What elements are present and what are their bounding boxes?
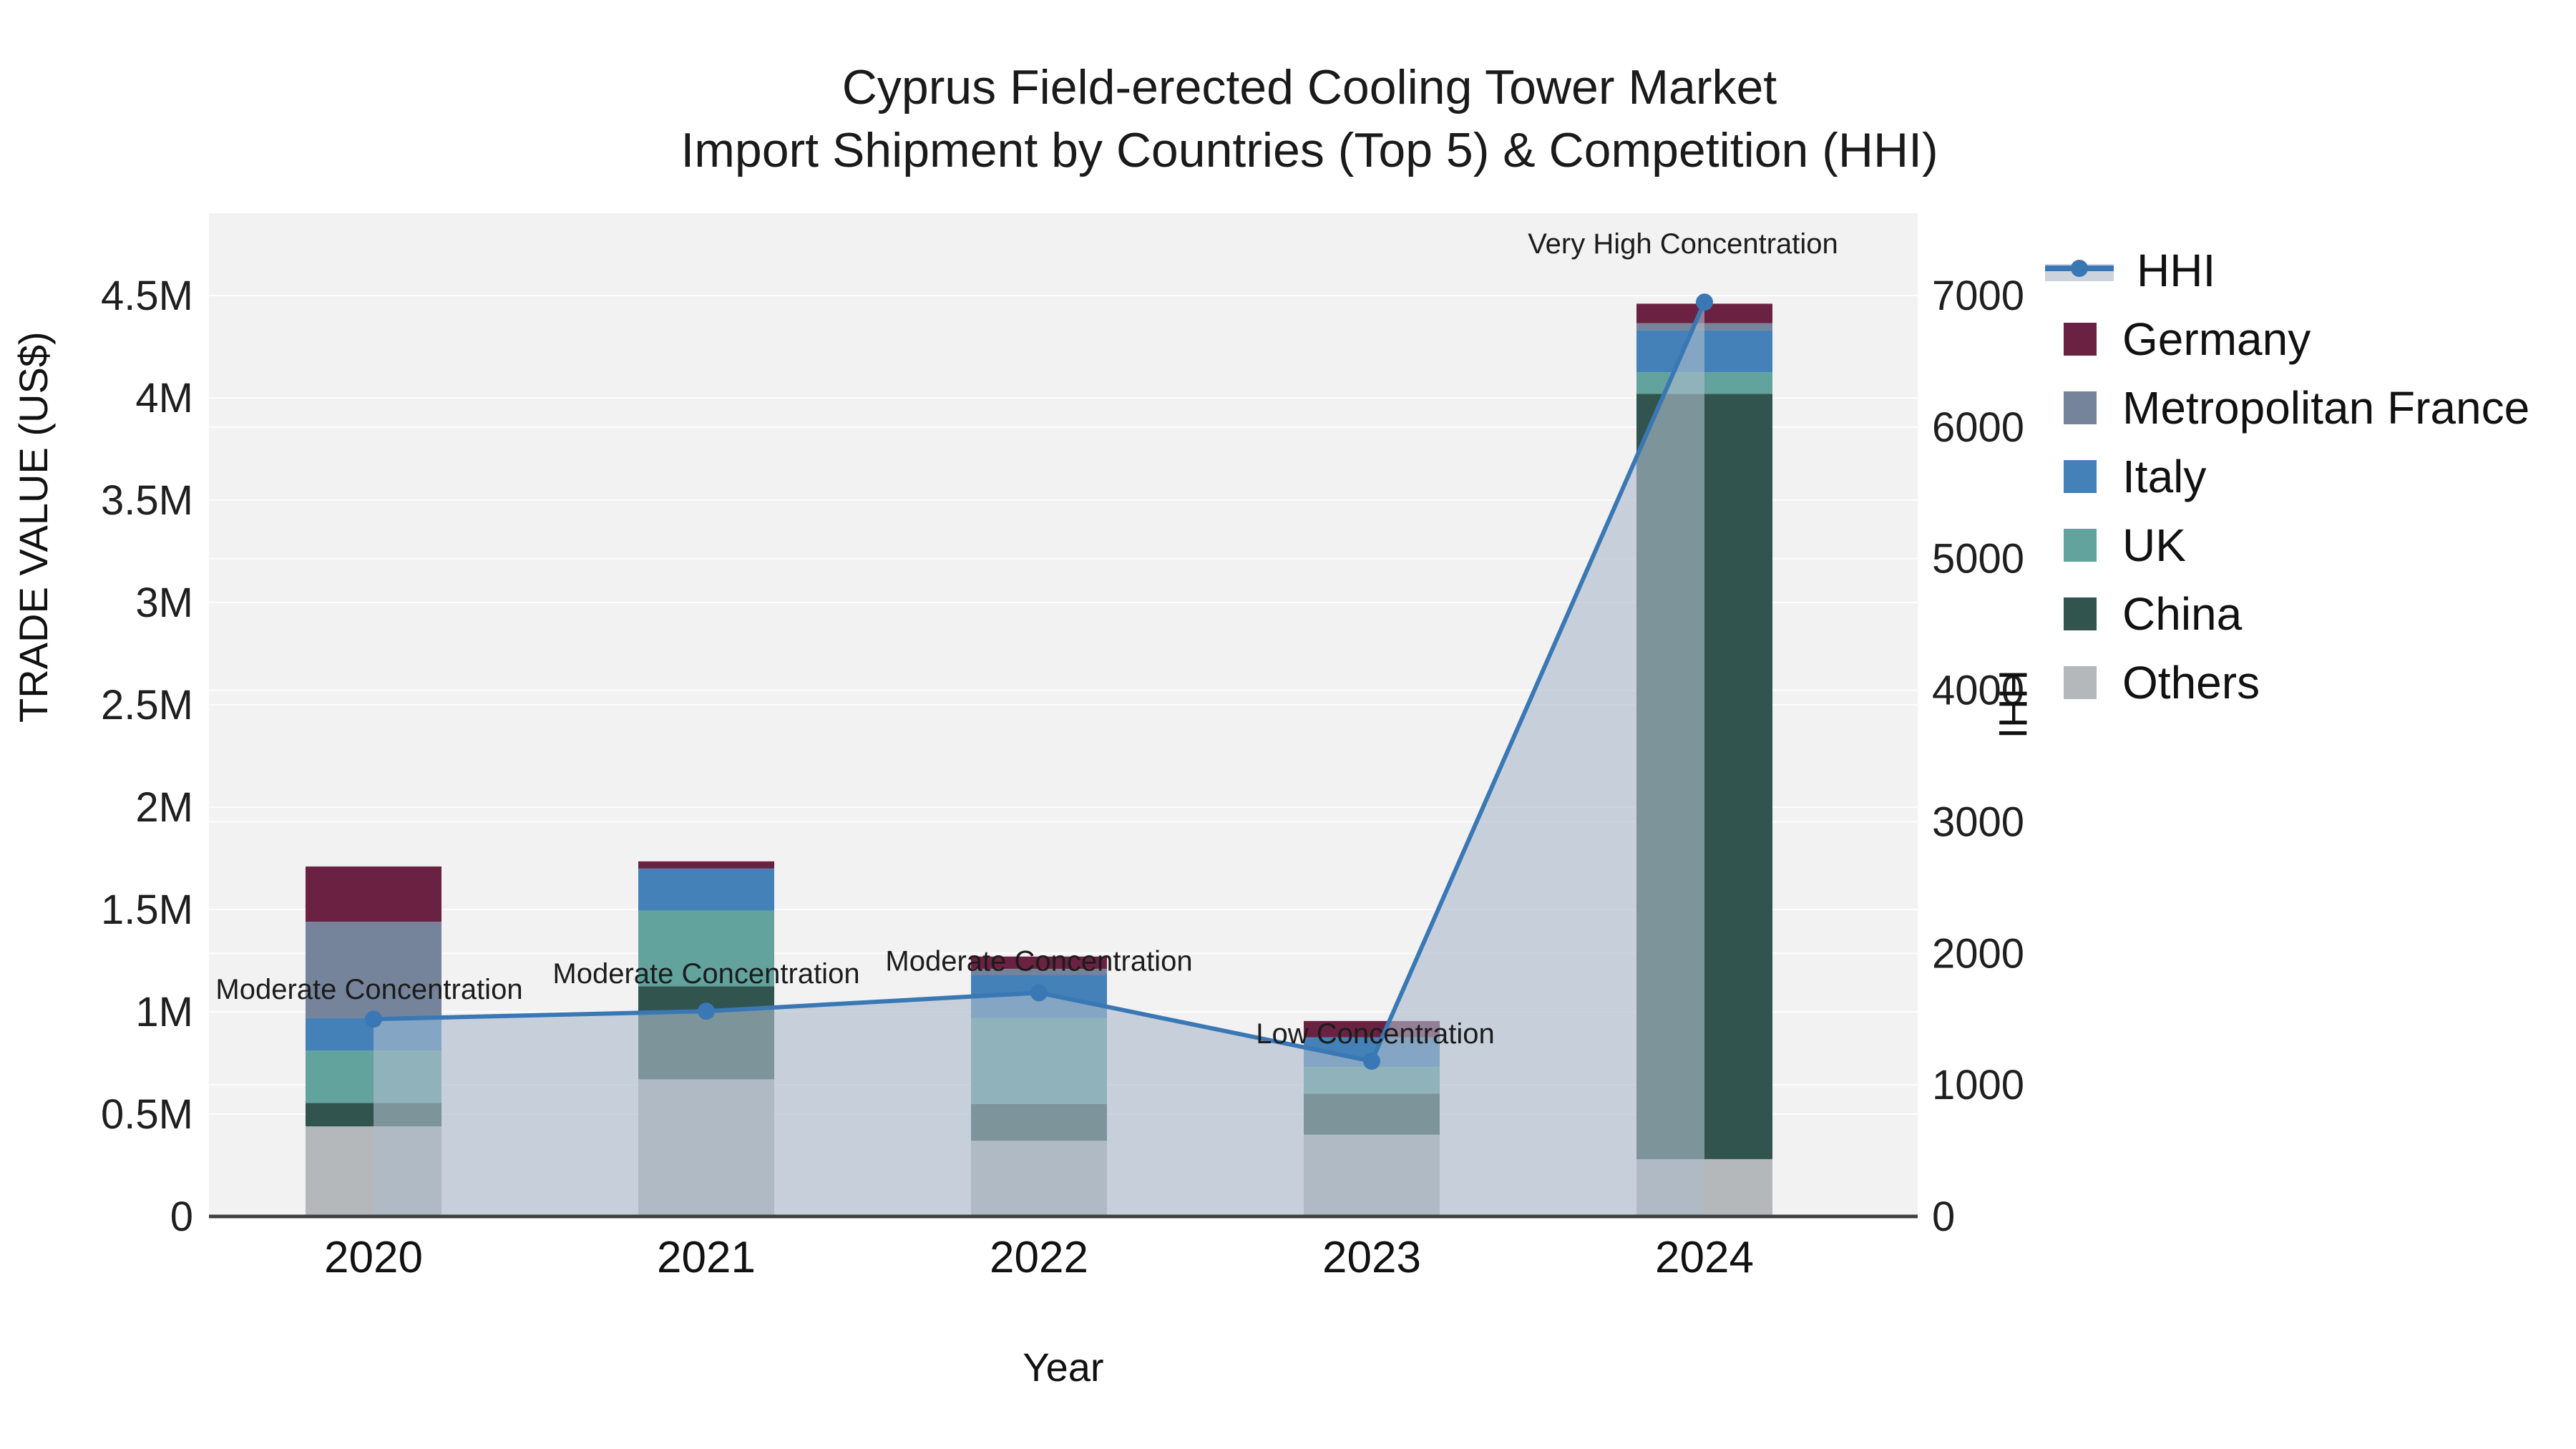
chart-title: Cyprus Field-erected Cooling Tower Marke… <box>43 56 2576 182</box>
legend-item-china[interactable]: China <box>2045 580 2567 648</box>
y-right-tick-label: 6000 <box>1932 404 2024 451</box>
y-left-tick-label: 0 <box>170 1194 193 1240</box>
hhi-marker-2024[interactable] <box>1696 293 1713 311</box>
hhi-marker-2023[interactable] <box>1363 1053 1380 1070</box>
y-left-tick-label: 1.5M <box>101 887 193 933</box>
legend-item-uk[interactable]: UK <box>2045 511 2567 580</box>
legend-item-others[interactable]: Others <box>2045 648 2567 717</box>
hhi-marker-2022[interactable] <box>1030 984 1048 1002</box>
legend-swatch-icon <box>2064 666 2097 699</box>
annotation-2023: Low Concentration <box>1256 1018 1495 1050</box>
y-right-tick-label: 1000 <box>1932 1062 2024 1108</box>
hhi-marker-2021[interactable] <box>698 1002 715 1020</box>
legend-item-hhi[interactable]: HHI <box>2045 236 2567 305</box>
legend-swatch-icon <box>2064 391 2097 424</box>
bar-segment-uk-2021[interactable] <box>638 910 774 987</box>
legend-label: Germany <box>2122 313 2311 365</box>
y-left-tick-label: 2M <box>135 784 193 831</box>
bar-segment-italy-2021[interactable] <box>638 868 774 911</box>
annotation-2024: Very High Concentration <box>1528 228 1838 260</box>
x-tick-label-2024: 2024 <box>1655 1233 1754 1282</box>
legend-label: HHI <box>2137 245 2216 296</box>
y-left-tick-label: 3.5M <box>101 477 193 524</box>
y-right-tick-label: 7000 <box>1932 273 2024 319</box>
annotation-2021: Moderate Concentration <box>552 958 859 990</box>
y-left-tick-label: 2.5M <box>101 682 193 728</box>
legend-label: Metropolitan France <box>2122 382 2530 434</box>
chart-title-line1: Cyprus Field-erected Cooling Tower Marke… <box>841 60 1777 114</box>
y-right-tick-label: 4000 <box>1932 668 2024 714</box>
bar-segment-germany-2022[interactable] <box>971 956 1107 969</box>
annotation-2020: Moderate Concentration <box>215 974 522 1005</box>
bar-segment-germany-2020[interactable] <box>306 866 441 922</box>
legend-swatch-icon <box>2064 323 2097 356</box>
y-left-tick-label: 3M <box>135 580 193 626</box>
legend-swatch-icon <box>2064 597 2097 630</box>
y-axis-title-right: HHI <box>1991 670 2036 739</box>
x-axis-title: Year <box>1023 1345 1104 1390</box>
hhi-marker-2020[interactable] <box>365 1010 382 1028</box>
legend-label: China <box>2122 588 2243 640</box>
y-left-tick-label: 4.5M <box>101 273 193 319</box>
y-right-tick-label: 5000 <box>1932 536 2024 582</box>
y-left-tick-label: 4M <box>135 375 193 421</box>
legend-label: UK <box>2122 519 2186 571</box>
legend-label: Italy <box>2122 451 2207 502</box>
legend-label: Others <box>2122 657 2260 708</box>
x-tick-label-2020: 2020 <box>324 1233 423 1282</box>
bar-segment-metropolitan-france-2022[interactable] <box>971 968 1107 975</box>
x-tick-label-2023: 2023 <box>1322 1233 1421 1282</box>
y-left-tick-label: 0.5M <box>101 1091 193 1138</box>
y-right-tick-label: 2000 <box>1932 930 2024 977</box>
y-right-tick-label: 0 <box>1932 1194 1955 1240</box>
y-left-tick-label: 1M <box>135 989 193 1035</box>
legend-item-italy[interactable]: Italy <box>2045 442 2567 511</box>
legend-swatch-icon <box>2064 460 2097 493</box>
y-axis-title-left: TRADE VALUE (US$) <box>11 331 56 723</box>
bar-segment-metropolitan-france-2020[interactable] <box>306 922 441 1018</box>
bar-segment-germany-2021[interactable] <box>638 861 774 869</box>
legend-swatch-icon <box>2064 529 2097 562</box>
hhi-area-fill <box>374 302 1704 1216</box>
legend-item-metropolitan-france[interactable]: Metropolitan France <box>2045 374 2567 442</box>
chart-title-line2: Import Shipment by Countries (Top 5) & C… <box>680 123 1938 177</box>
annotation-2022: Moderate Concentration <box>885 945 1192 977</box>
legend-item-germany[interactable]: Germany <box>2045 305 2567 374</box>
legend: HHI Germany Metropolitan France Italy UK Chin… <box>2045 236 2567 717</box>
x-tick-label-2021: 2021 <box>657 1233 756 1282</box>
x-tick-label-2022: 2022 <box>990 1233 1088 1282</box>
y-right-tick-label: 3000 <box>1932 799 2024 845</box>
hhi-line-sample-icon <box>2045 254 2114 287</box>
